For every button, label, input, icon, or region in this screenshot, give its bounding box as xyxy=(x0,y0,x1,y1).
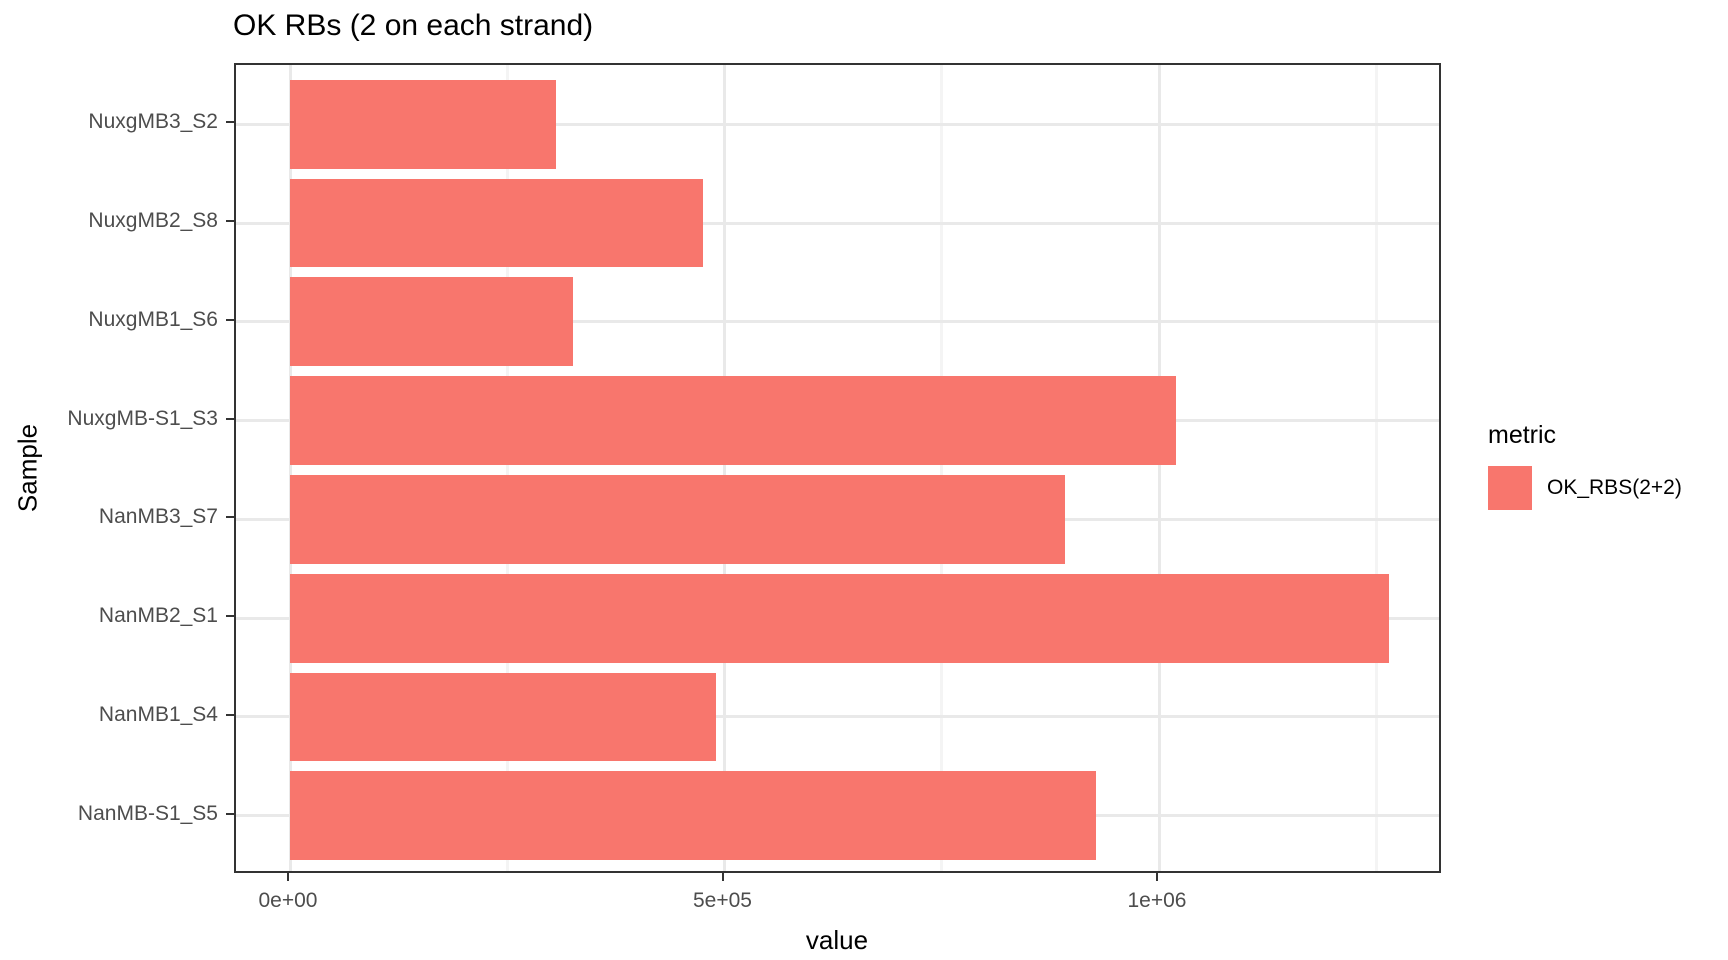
x-axis-tick-label: 5e+05 xyxy=(693,889,752,912)
y-axis-tick-mark xyxy=(226,812,234,815)
x-axis-tick-label: 0e+00 xyxy=(258,889,318,912)
legend-title: metric xyxy=(1488,421,1557,449)
y-axis-tick-mark xyxy=(226,220,234,223)
x-axis-tick-mark xyxy=(1156,873,1158,881)
y-axis-tick-label: NuxgMB3_S2 xyxy=(88,110,218,134)
bar xyxy=(290,79,556,169)
y-axis-tick-mark xyxy=(226,615,234,618)
x-axis-tick-label: 1e+06 xyxy=(1127,889,1187,912)
y-axis-tick-label: NuxgMB2_S8 xyxy=(88,209,218,233)
bar xyxy=(290,277,574,367)
y-axis-tick-label: NanMB1_S4 xyxy=(98,702,218,726)
gridline-major-vertical xyxy=(723,65,726,871)
gridline-major-vertical xyxy=(288,65,292,871)
gridline-minor-vertical xyxy=(1374,65,1378,871)
x-axis-tick-mark xyxy=(721,873,724,881)
x-axis-tick-mark xyxy=(287,873,289,881)
gridline-major-horizontal xyxy=(236,221,1439,225)
bar xyxy=(290,672,716,762)
bar xyxy=(290,771,1096,861)
y-axis-title: Sample xyxy=(12,423,43,513)
bar xyxy=(290,573,1390,663)
y-axis-tick-mark xyxy=(226,318,234,321)
y-axis-tick-label: NuxgMB-S1_S3 xyxy=(67,406,218,430)
gridline-minor-vertical xyxy=(940,65,944,871)
plot-panel xyxy=(234,63,1441,873)
gridline-minor-vertical xyxy=(505,65,509,871)
y-axis-tick-label: NuxgMB1_S6 xyxy=(88,307,218,331)
legend: metric OK_RBS(2+2) xyxy=(1488,421,1682,510)
y-axis-tick-mark xyxy=(226,121,234,124)
legend-key-swatch xyxy=(1488,466,1532,510)
legend-entry-label: OK_RBS(2+2) xyxy=(1547,476,1682,499)
bar xyxy=(290,178,703,268)
y-axis-tick-mark xyxy=(226,516,234,519)
x-axis-title: value xyxy=(805,925,869,955)
y-axis-tick-label: NanMB2_S1 xyxy=(98,604,218,628)
gridline-major-horizontal xyxy=(236,320,1439,324)
y-axis-tick-mark xyxy=(226,417,234,420)
bar xyxy=(290,376,1177,466)
y-axis-tick-mark xyxy=(226,713,234,716)
gridline-major-horizontal xyxy=(236,715,1439,719)
gridline-major-horizontal xyxy=(236,122,1439,126)
legend-entry: OK_RBS(2+2) xyxy=(1488,466,1682,510)
y-axis-tick-label: NanMB-S1_S5 xyxy=(77,801,218,825)
y-axis-tick-label: NanMB3_S7 xyxy=(98,505,218,529)
chart-title: OK RBs (2 on each strand) xyxy=(233,9,594,42)
bar xyxy=(290,474,1066,564)
gridline-major-vertical xyxy=(1157,65,1161,871)
